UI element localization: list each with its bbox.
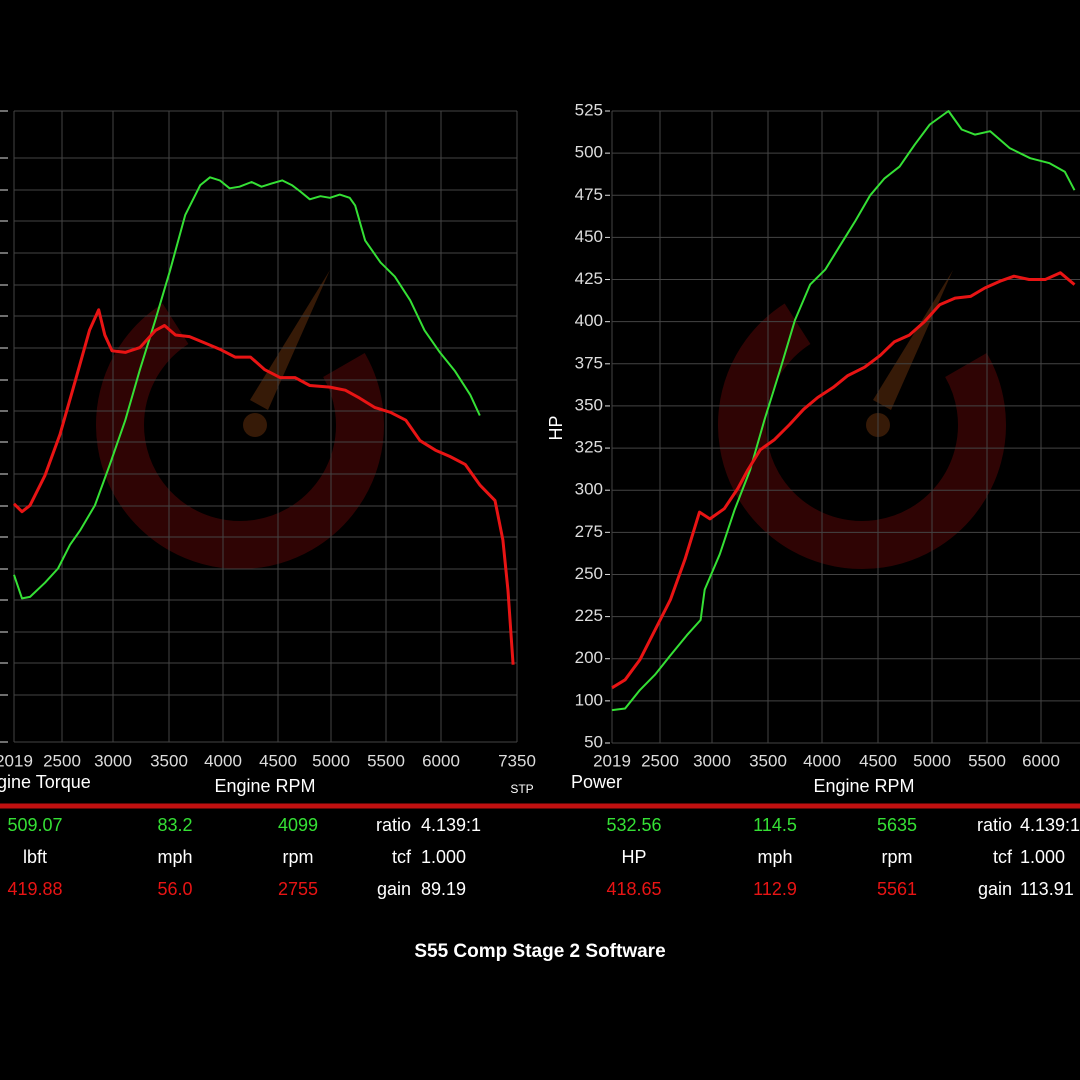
x-tick-label: 2019 — [593, 751, 631, 770]
footer: S55 Comp Stage 2 Software — [414, 941, 665, 962]
readout: 418.65 — [606, 879, 661, 899]
readout: tcf — [993, 847, 1013, 867]
readout: 113.91 — [1020, 879, 1074, 899]
readout: ratio — [977, 815, 1012, 835]
curve — [12, 308, 515, 665]
readout: 532.56 — [606, 815, 661, 835]
y-tick-label: 200 — [575, 648, 603, 667]
readout: mph — [757, 847, 792, 867]
y-tick-label: 450 — [575, 227, 603, 246]
readout: 4.139:1 — [421, 815, 481, 835]
curve — [611, 271, 1076, 690]
x-tick-label: 2500 — [43, 751, 81, 770]
y-tick-label: 375 — [575, 353, 603, 372]
readout: HP — [621, 847, 646, 867]
y-tick-label: 525 — [575, 100, 603, 119]
readout: 1.000 — [421, 847, 466, 867]
x-tick-label: 4000 — [803, 751, 841, 770]
y-tick-label: 50 — [584, 732, 603, 751]
x-tick-label: 4000 — [204, 751, 242, 770]
readout: lbft — [23, 847, 47, 867]
readout: rpm — [283, 847, 314, 867]
x-tick-label: 6000 — [1022, 751, 1060, 770]
readout: 56.0 — [157, 879, 192, 899]
readout: 419.88 — [7, 879, 62, 899]
y-tick-label: 325 — [575, 438, 603, 457]
x-tick-label: 3500 — [749, 751, 787, 770]
x-tick-label: 3000 — [693, 751, 731, 770]
x-tick-label: 3000 — [94, 751, 132, 770]
readout: 2755 — [278, 879, 318, 899]
readout: rpm — [882, 847, 913, 867]
readout: mph — [157, 847, 192, 867]
y-tick-label: 350 — [575, 395, 603, 414]
readout: tcf — [392, 847, 412, 867]
x-tick-label: 3500 — [150, 751, 188, 770]
chart-title: Engine Torque — [0, 772, 91, 792]
readout: 5635 — [877, 815, 917, 835]
readout: 83.2 — [157, 815, 192, 835]
x-tick-label: 5000 — [913, 751, 951, 770]
readout: 112.9 — [753, 879, 797, 899]
x-tick-label: 5500 — [367, 751, 405, 770]
x-tick-label: 2500 — [641, 751, 679, 770]
readout: 4.139:1 — [1020, 815, 1080, 835]
readout: 1.000 — [1020, 847, 1065, 867]
y-tick-label: 425 — [575, 269, 603, 288]
curve — [13, 176, 481, 600]
y-tick-label: 100 — [575, 690, 603, 709]
watermark — [96, 270, 1006, 569]
x-tick-label: 5500 — [968, 751, 1006, 770]
x-tick-label: 6000 — [422, 751, 460, 770]
chart: 2019 2500 3000 3500 4000 4500 5000 5500 6000 7350… — [0, 110, 536, 796]
readout: gain — [978, 879, 1012, 899]
readout: 509.07 — [7, 815, 62, 835]
readout: 4099 — [278, 815, 318, 835]
chart-title: Power — [571, 772, 622, 792]
y-tick-label: 250 — [575, 564, 603, 583]
readout: ratio — [376, 815, 411, 835]
readout: 5561 — [877, 879, 917, 899]
x-tick-label: 4500 — [259, 751, 297, 770]
y-axis-label: HP — [546, 415, 566, 440]
y-tick-label: 300 — [575, 480, 603, 499]
readout: gain — [377, 879, 411, 899]
y-tick-label: 400 — [575, 311, 603, 330]
x-tick-label: 2019 — [0, 751, 33, 770]
correction-label: STP — [510, 782, 533, 796]
curve — [611, 110, 1076, 712]
readout: 89.19 — [421, 879, 466, 899]
x-tick-label: 4500 — [859, 751, 897, 770]
x-tick-label: 5000 — [312, 751, 350, 770]
readout: 114.5 — [753, 815, 797, 835]
y-tick-label: 225 — [575, 606, 603, 625]
y-tick-label: 275 — [575, 522, 603, 541]
x-tick-label: 7350 — [498, 751, 536, 770]
x-axis-label: Engine RPM — [214, 776, 315, 796]
y-tick-label: 500 — [575, 143, 603, 162]
y-tick-label: 475 — [575, 185, 603, 204]
x-axis-label: Engine RPM — [813, 776, 914, 796]
chart: 525 500 475 450 425 400 375 350 325 300 275 250 225 2… — [546, 100, 1080, 796]
